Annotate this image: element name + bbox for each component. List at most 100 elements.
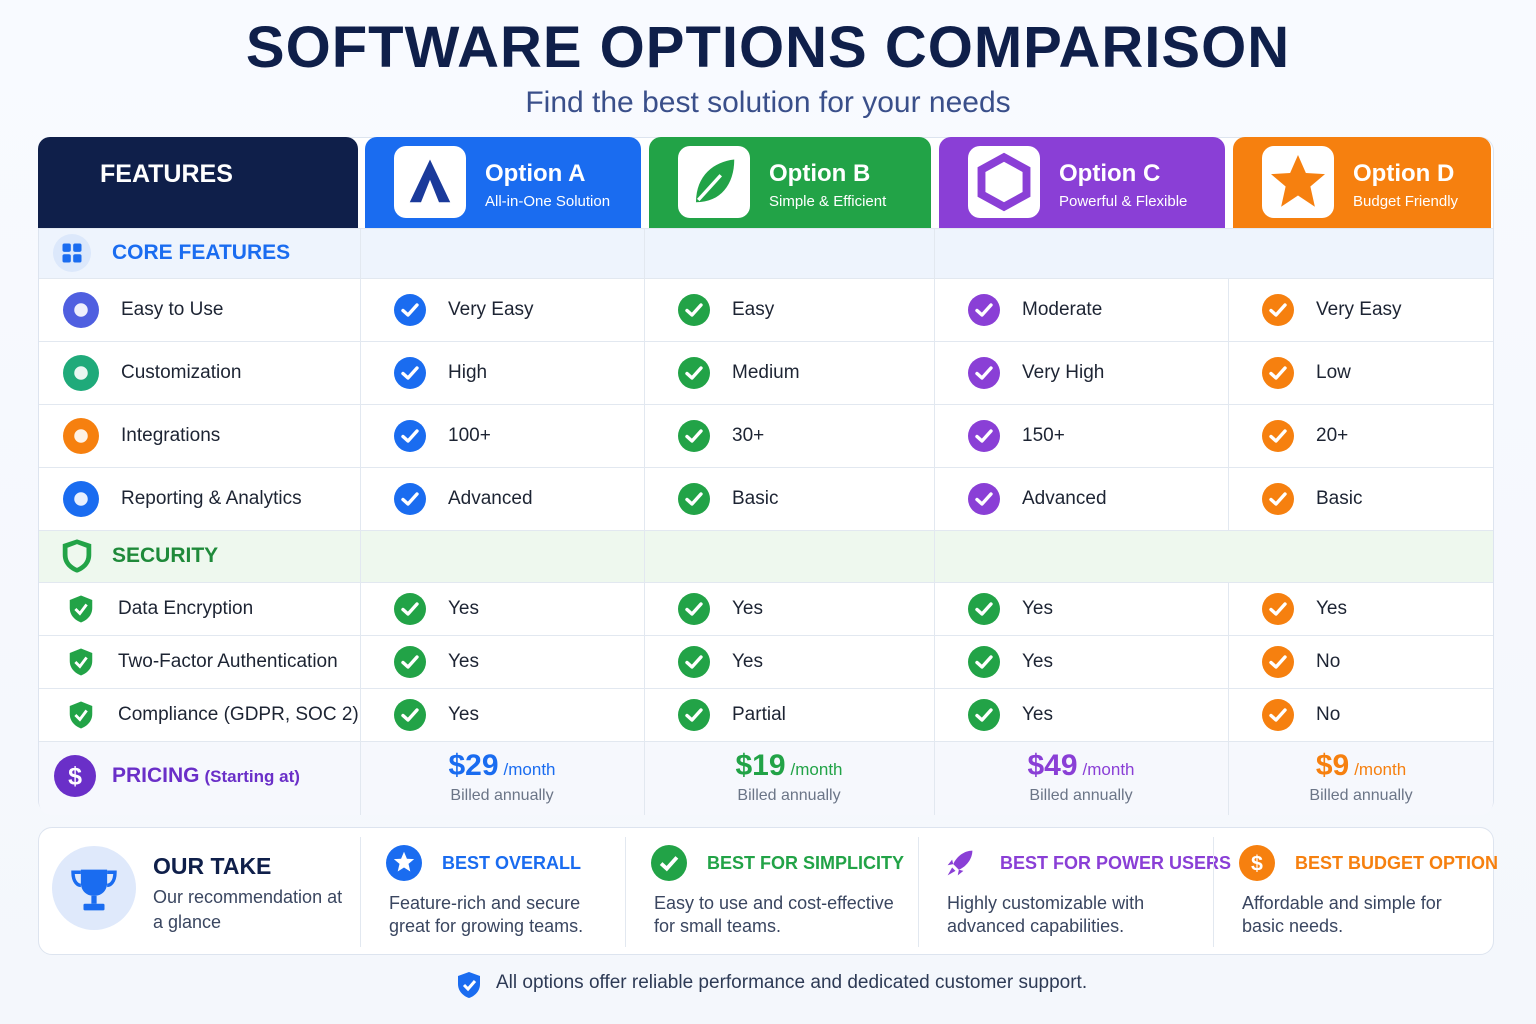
option-tagline: Simple & Efficient (769, 193, 887, 210)
feature-icon (63, 291, 99, 328)
section-title: SECURITY (112, 544, 219, 567)
check-icon-svg (394, 698, 426, 731)
feature-value: Advanced (1022, 487, 1107, 509)
feature-value: Very Easy (1316, 298, 1402, 320)
price-billing: Billed annually (1309, 787, 1413, 804)
section-row (39, 228, 1493, 278)
check-icon (1262, 698, 1294, 731)
check-icon (394, 645, 426, 678)
col-divider (934, 278, 935, 341)
col-divider (360, 688, 361, 741)
check-icon (394, 293, 426, 326)
take-icon-svg (947, 850, 973, 876)
check-icon-svg (1262, 293, 1294, 326)
pricing-label: PRICING (Starting at) (112, 764, 300, 788)
section-icon-svg (62, 539, 92, 573)
row-divider (39, 404, 1493, 405)
price-amount: $9 (1315, 749, 1350, 782)
feature-label: Two-Factor Authentication (118, 650, 338, 672)
option-tagline: All-in-One Solution (485, 193, 611, 210)
col-divider (934, 635, 935, 688)
feature-icon-svg (69, 595, 93, 622)
row-divider (39, 635, 1493, 636)
col-divider (934, 582, 935, 635)
col-divider (360, 467, 361, 530)
col-divider (934, 341, 935, 404)
take-icon-svg (386, 845, 422, 881)
features-header-text: FEATURES (100, 160, 233, 188)
page-title: SOFTWARE OPTIONS COMPARISON (245, 15, 1291, 80)
feature-value: Yes (448, 597, 479, 619)
feature-value: 30+ (732, 424, 765, 446)
feature-value: Yes (448, 650, 479, 672)
col-divider (360, 341, 361, 404)
check-icon (394, 698, 426, 731)
col-divider (644, 688, 645, 741)
feature-value: Moderate (1022, 298, 1103, 320)
col-divider (644, 530, 645, 582)
check-icon-svg (394, 356, 426, 389)
check-icon-svg (394, 592, 426, 625)
check-icon-svg (968, 419, 1000, 452)
check-icon-svg (968, 592, 1000, 625)
take-icon (651, 845, 687, 881)
features-header (38, 137, 358, 228)
take-label: BEST FOR SIMPLICITY (707, 853, 905, 873)
check-icon (394, 356, 426, 389)
check-icon (394, 592, 426, 625)
col-divider (360, 404, 361, 467)
col-divider (644, 404, 645, 467)
row-divider (39, 688, 1493, 689)
feature-icon-svg (63, 354, 99, 391)
feature-value: Basic (1316, 487, 1363, 509)
trophy-icon (52, 846, 136, 930)
feature-value: Yes (448, 703, 479, 725)
check-icon-svg (1262, 356, 1294, 389)
take-text: Affordable and simple for basic needs. (1242, 893, 1442, 936)
check-icon (678, 482, 710, 515)
price-unit: /month (1082, 760, 1135, 779)
row-divider (39, 582, 1493, 583)
check-icon-svg (678, 419, 710, 452)
feature-value: 20+ (1316, 424, 1349, 446)
take-text: Feature-rich and secure great for growin… (389, 893, 584, 936)
pricing-title: PRICING (112, 764, 200, 787)
col-divider (644, 228, 645, 278)
take-divider (625, 837, 626, 947)
check-icon (678, 645, 710, 678)
check-icon-svg (678, 698, 710, 731)
col-divider (644, 278, 645, 341)
price-amount: $19 (735, 749, 786, 782)
pricing-row (39, 742, 1493, 815)
feature-icon (63, 417, 99, 454)
feature-value: 150+ (1022, 424, 1065, 446)
check-icon-svg (1262, 482, 1294, 515)
col-divider (644, 635, 645, 688)
row-divider (39, 741, 1493, 742)
feature-label: Data Encryption (118, 597, 254, 619)
feature-value: Partial (732, 703, 786, 725)
feature-icon-svg (69, 701, 93, 728)
svg-text:$: $ (68, 763, 82, 791)
col-divider (1228, 467, 1229, 530)
price-billing: Billed annually (450, 787, 554, 804)
check-icon-svg (678, 482, 710, 515)
feature-value: No (1316, 703, 1341, 725)
take-icon: $ (1239, 845, 1275, 881)
feature-icon-svg (63, 480, 99, 517)
svg-text:$: $ (1251, 851, 1263, 875)
feature-value: Yes (1022, 650, 1053, 672)
take-label: BEST OVERALL (442, 853, 582, 873)
price-amount: $49 (1027, 749, 1078, 782)
col-divider (934, 467, 935, 530)
option-name: Option A (485, 160, 586, 187)
feature-value: Yes (732, 650, 763, 672)
feature-value: No (1316, 650, 1341, 672)
check-icon-svg (968, 482, 1000, 515)
check-icon (968, 698, 1000, 731)
check-icon-svg (1262, 419, 1294, 452)
option-name: Option B (769, 160, 871, 187)
col-divider (360, 530, 361, 582)
col-divider (1228, 741, 1229, 815)
